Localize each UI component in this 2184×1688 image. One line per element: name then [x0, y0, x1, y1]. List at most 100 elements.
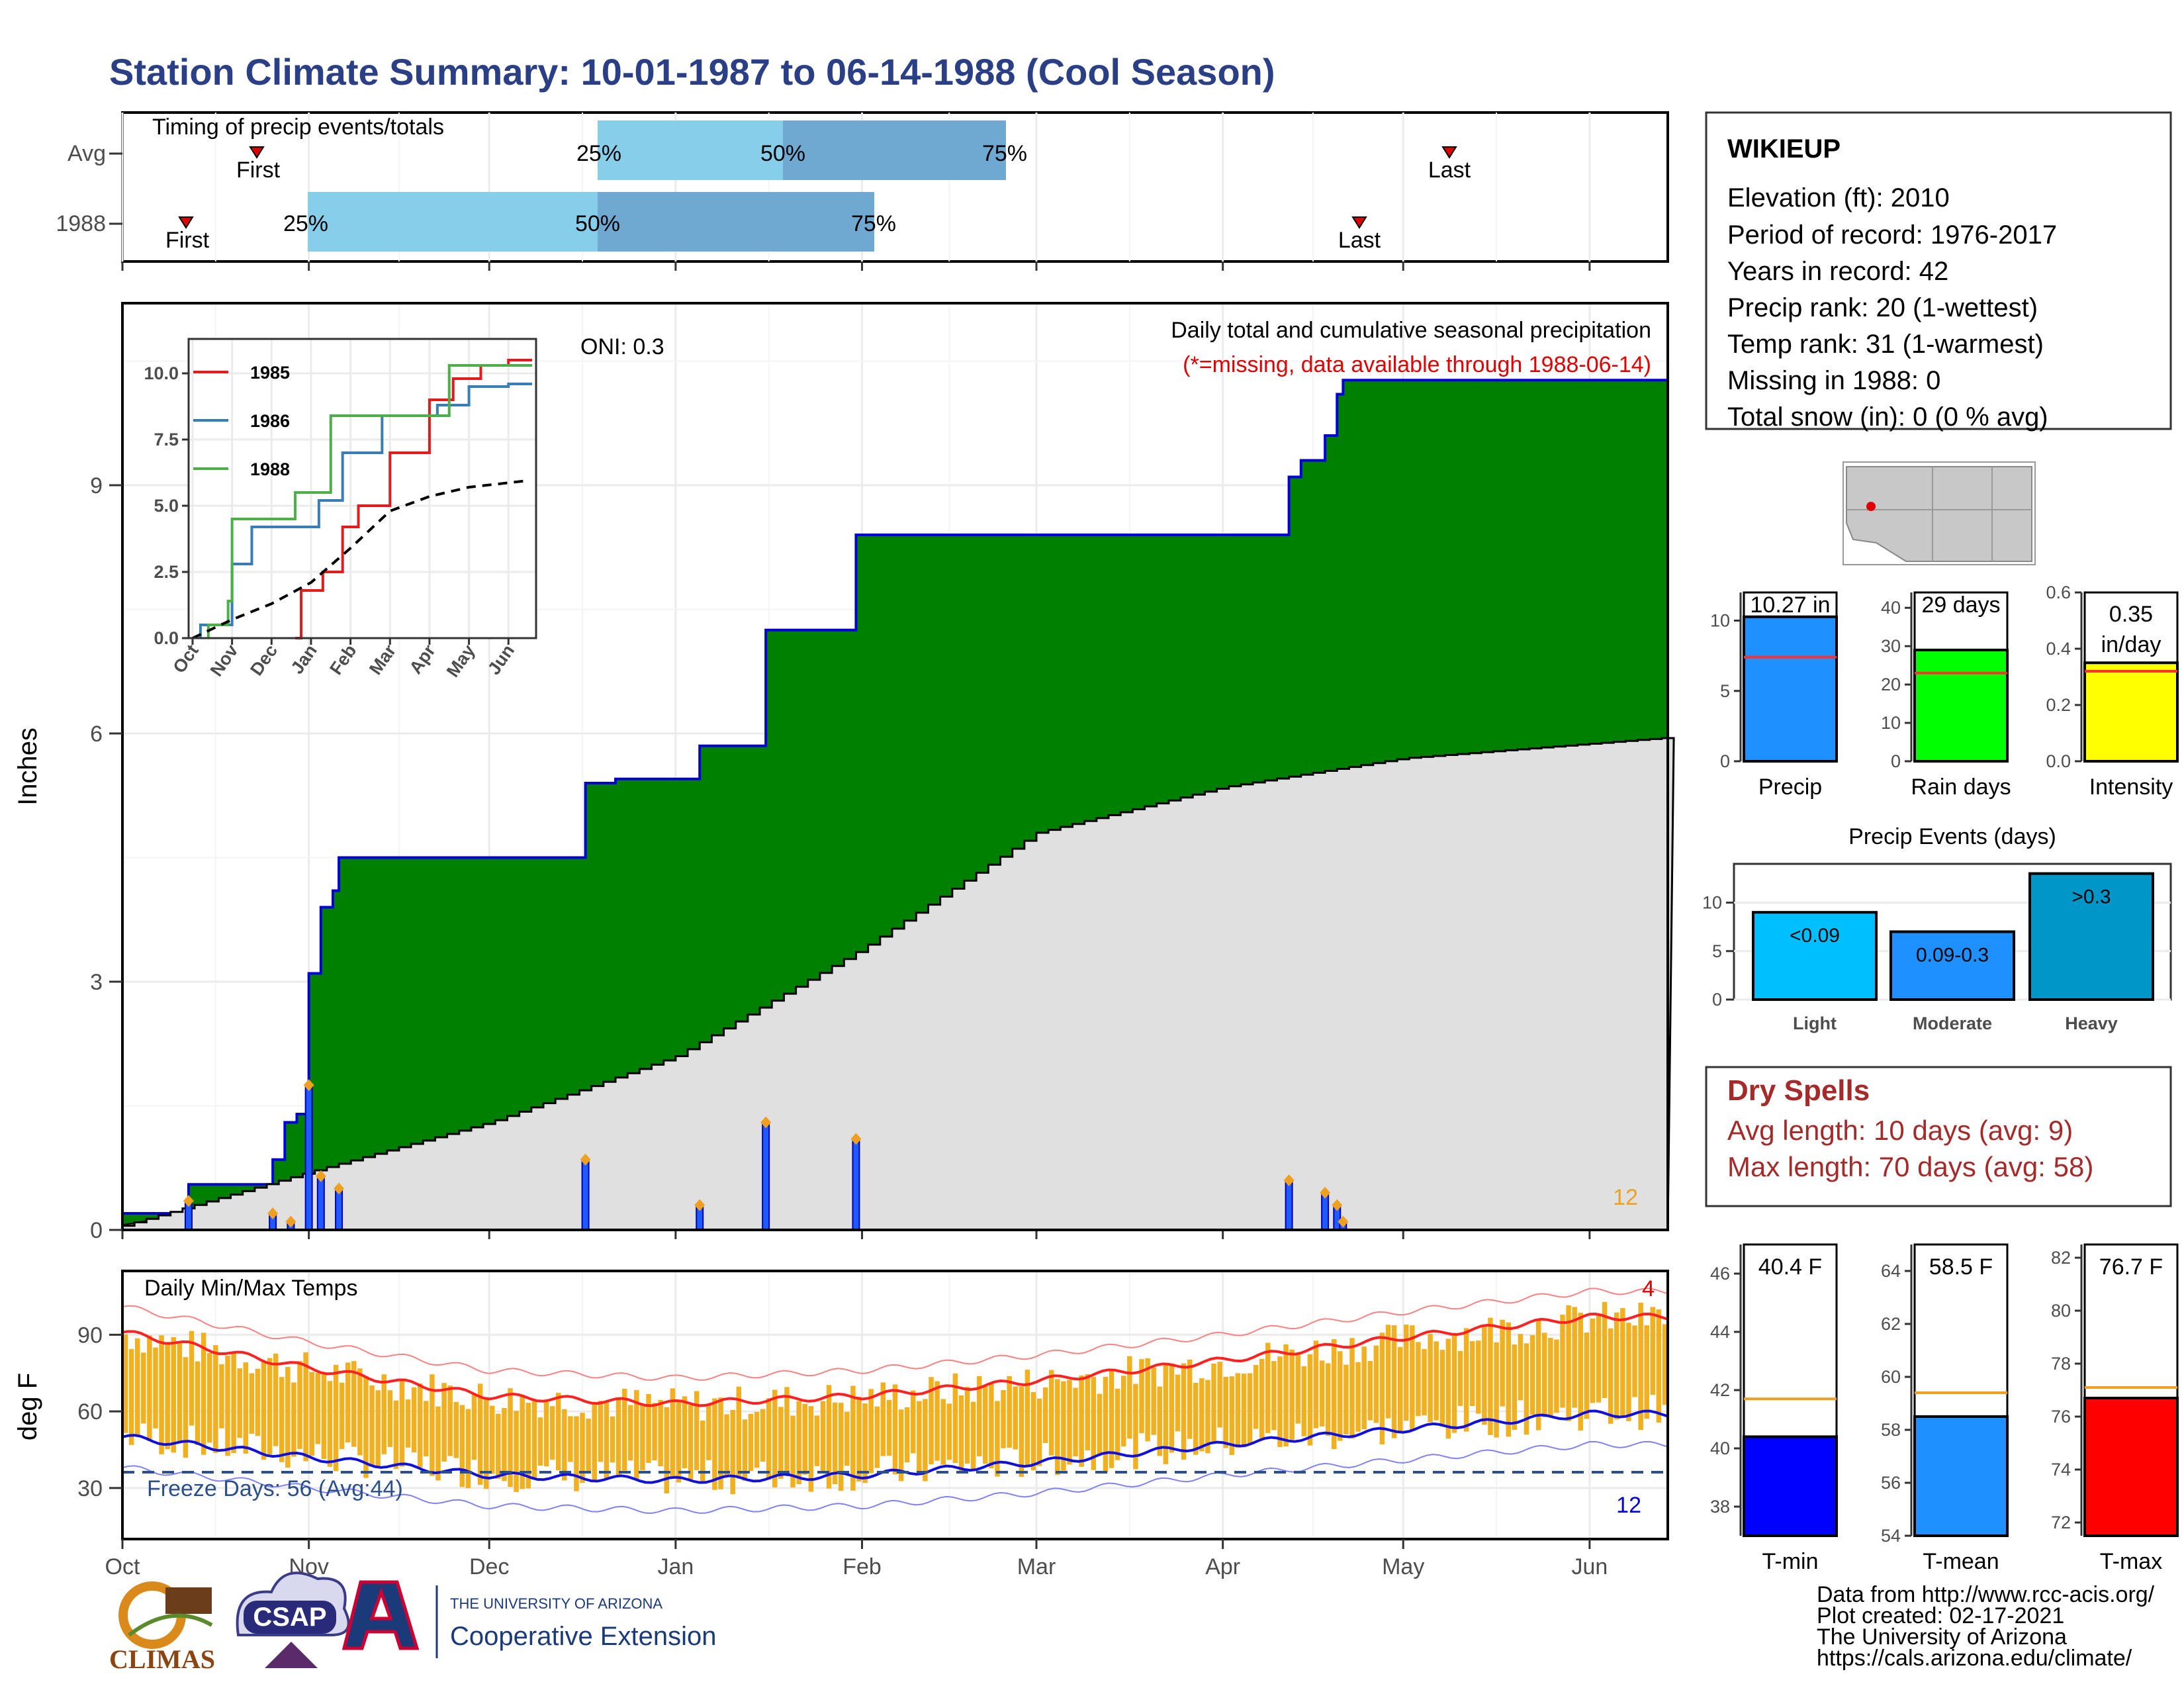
tsum-tick-label-2-2: 76: [2051, 1407, 2071, 1427]
temp-day-bar-164: [1109, 1370, 1115, 1468]
mini-bar-1: [1913, 648, 2009, 763]
temp-day-bar-217: [1428, 1334, 1433, 1423]
temp-day-bar-99: [718, 1397, 723, 1489]
temp-day-bar-119: [838, 1403, 844, 1491]
temp-day-bar-202: [1338, 1351, 1343, 1441]
temp-day-bar-74: [568, 1416, 573, 1462]
temp-day-bar-48: [411, 1387, 417, 1453]
mini-value-1: 29 days: [1921, 592, 2000, 618]
temp-day-bar-233: [1524, 1343, 1529, 1435]
temp-day-bar-128: [892, 1384, 898, 1475]
month-label-6: Apr: [1205, 1554, 1240, 1579]
temp-day-bar-139: [958, 1395, 964, 1473]
temp-day-bar-249: [1620, 1308, 1625, 1418]
tsum-tick-label-2-4: 80: [2051, 1301, 2071, 1321]
temp-day-bar-184: [1229, 1376, 1235, 1456]
temp-day-bar-238: [1554, 1339, 1559, 1413]
temp-day-bar-30: [303, 1352, 308, 1462]
daily-marker-5: [334, 1182, 345, 1195]
temp-day-bar-244: [1590, 1318, 1596, 1403]
temp-day-bar-197: [1307, 1354, 1313, 1446]
locator-map: [1843, 461, 2036, 565]
temp-day-bar-176: [1181, 1363, 1187, 1460]
temp-day-bar-24: [267, 1358, 273, 1455]
month-label-0: Oct: [105, 1554, 140, 1579]
yr-25-50-box: [308, 192, 598, 252]
temp-ytick-label-0: 30: [77, 1476, 103, 1501]
temp-day-bar-208: [1373, 1345, 1379, 1423]
temp-day-bar-61: [490, 1405, 495, 1474]
temp-day-bar-76: [580, 1413, 585, 1483]
temp-day-bar-15: [213, 1345, 218, 1453]
temp-day-bar-152: [1036, 1398, 1042, 1466]
mini-tick-label-0-0: 0: [1720, 751, 1730, 771]
temp-day-bar-199: [1319, 1360, 1325, 1427]
temp-day-bar-224: [1469, 1341, 1475, 1406]
yr-last-marker: [1351, 216, 1367, 229]
temp-day-bar-243: [1584, 1333, 1590, 1419]
temp-day-bar-8: [171, 1336, 176, 1453]
temp-day-bar-148: [1013, 1386, 1018, 1450]
timing-panel: Timing of precip events/totals Avg 1988 …: [56, 111, 1669, 263]
temp-day-bar-95: [694, 1391, 700, 1470]
temp-day-bar-59: [477, 1383, 483, 1485]
precip-ytick-label-2: 6: [90, 722, 103, 747]
temp-day-bar-193: [1283, 1344, 1289, 1447]
mini-bar-0: [1743, 615, 1838, 763]
temp-day-bar-216: [1422, 1348, 1427, 1416]
temp-day-bar-112: [796, 1401, 801, 1485]
climas-logo-text: CLIMAS: [109, 1644, 215, 1674]
temp-day-bar-205: [1355, 1362, 1361, 1432]
mini-tick-label-2-1: 0.2: [2046, 695, 2071, 715]
avg-last-label: Last: [1428, 158, 1471, 183]
record-low-count: 12: [1616, 1493, 1641, 1518]
summary-bars: 0 5 10 10.27 in Precip 0 10 20 30 40 29 days Rain d…: [1710, 583, 2179, 800]
temp-day-bar-190: [1265, 1342, 1271, 1433]
events-bar-1: [1889, 930, 2015, 1001]
daily-marker-0: [183, 1195, 194, 1207]
temp-day-bar-245: [1596, 1315, 1602, 1403]
avg-min-line: [122, 1409, 1668, 1484]
ua-big-text: Cooperative Extension: [450, 1622, 716, 1651]
temp-day-bar-251: [1632, 1325, 1637, 1397]
temp-day-bar-29: [297, 1361, 302, 1449]
timing-row-1988: 1988: [56, 211, 106, 236]
inset-series-1988: [206, 364, 533, 638]
temp-day-bar-160: [1085, 1374, 1090, 1450]
temp-day-bar-16: [219, 1364, 224, 1429]
temp-day-bar-110: [784, 1387, 790, 1474]
temp-day-bar-49: [417, 1383, 423, 1468]
temp-day-bar-46: [399, 1380, 405, 1467]
avg-max-line: [122, 1312, 1668, 1407]
inset-chart: 0.02.55.07.510.0 Oct Nov Dec Jan Feb Mar Apr Ma…: [144, 338, 537, 680]
temp-day-bar-166: [1121, 1376, 1126, 1447]
temp-panel-frame: [121, 1270, 1669, 1540]
tsum-tick-label-0-1: 40: [1710, 1438, 1730, 1458]
temp-day-bar-28: [291, 1382, 296, 1457]
temp-day-bar-253: [1644, 1325, 1649, 1419]
yr-50-75-box: [598, 192, 874, 252]
month-label-4: Feb: [842, 1554, 882, 1579]
temp-day-bar-174: [1169, 1363, 1175, 1453]
temp-day-bar-162: [1097, 1393, 1103, 1456]
temp-day-bar-80: [604, 1401, 610, 1479]
mini-value-2-b: in/day: [2101, 632, 2161, 657]
temp-day-bar-65: [514, 1411, 519, 1492]
mini-bar-2: [2083, 661, 2179, 763]
temp-day-bar-247: [1608, 1328, 1614, 1424]
temp-day-bar-96: [700, 1420, 705, 1483]
yr-p75-label: 75%: [851, 211, 896, 236]
temp-day-bar-254: [1650, 1307, 1656, 1395]
temp-day-bar-191: [1271, 1361, 1277, 1430]
temp-day-bar-130: [904, 1407, 910, 1463]
tsum-tick-label-1-4: 62: [1881, 1314, 1901, 1334]
temp-day-bar-177: [1187, 1359, 1193, 1439]
temp-day-bar-138: [952, 1373, 958, 1463]
avg-first-label: First: [236, 158, 281, 183]
inset-series: [192, 359, 533, 639]
temp-day-bar-167: [1127, 1356, 1132, 1439]
inset-frame: [187, 338, 537, 639]
map-region: [1846, 466, 2032, 562]
daily-marker-6: [580, 1153, 591, 1166]
temp-day-bar-143: [983, 1386, 988, 1464]
